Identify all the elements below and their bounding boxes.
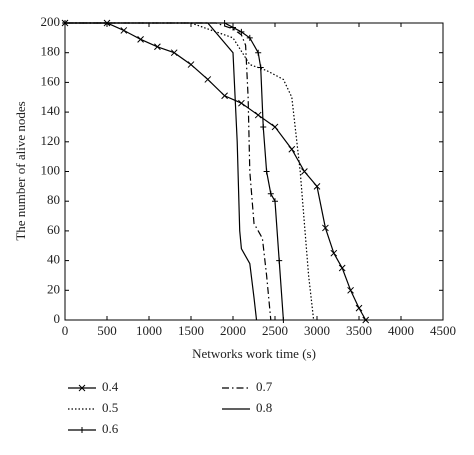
legend-marker — [79, 427, 85, 433]
marker — [238, 28, 245, 35]
marker — [362, 316, 370, 324]
legend-label: 0.6 — [102, 421, 119, 436]
marker — [276, 257, 283, 264]
y-tick-label: 20 — [47, 281, 60, 296]
y-tick-label: 140 — [41, 103, 61, 118]
x-tick-label: 1000 — [136, 323, 162, 338]
marker — [254, 111, 262, 119]
line — [65, 22, 284, 321]
marker — [257, 64, 264, 71]
legend-label: 0.8 — [256, 400, 272, 415]
marker — [221, 92, 228, 100]
marker — [137, 35, 144, 43]
y-axis-label: The number of alive nodes — [13, 101, 28, 240]
marker — [187, 61, 195, 68]
marker — [330, 249, 338, 257]
marker — [313, 182, 321, 190]
marker — [322, 224, 329, 232]
marker — [263, 168, 270, 175]
marker — [288, 145, 296, 153]
marker — [267, 190, 274, 197]
marker — [347, 286, 354, 294]
marker — [338, 264, 346, 272]
marker — [301, 168, 308, 175]
marker — [204, 76, 212, 83]
marker — [221, 20, 228, 26]
marker — [170, 49, 178, 57]
legend-label: 0.7 — [256, 379, 273, 394]
line — [65, 22, 315, 321]
x-tick-label: 2500 — [262, 323, 288, 338]
marker — [120, 27, 128, 34]
y-tick-label: 60 — [47, 222, 60, 237]
y-tick-label: 120 — [41, 133, 61, 148]
marker — [271, 123, 279, 131]
legend-label: 0.5 — [102, 400, 118, 415]
plot-frame — [64, 22, 444, 321]
y-tick-label: 80 — [47, 192, 60, 207]
legend-marker — [78, 384, 86, 392]
marker — [238, 99, 245, 107]
y-tick-label: 0 — [54, 311, 61, 326]
x-tick-label: 500 — [97, 323, 117, 338]
x-tick-label: 4500 — [430, 323, 456, 338]
x-tick-label: 1500 — [178, 323, 204, 338]
marker — [154, 43, 161, 51]
marker — [246, 34, 253, 41]
line — [65, 22, 367, 321]
x-tick-label: 0 — [62, 323, 69, 338]
x-axis-label: Networks work time (s) — [192, 346, 316, 361]
x-tick-label: 2000 — [220, 323, 246, 338]
marker — [260, 123, 267, 130]
marker — [230, 24, 236, 31]
x-tick-label: 3000 — [304, 323, 330, 338]
y-tick-label: 160 — [41, 73, 61, 88]
y-tick-label: 200 — [41, 14, 61, 29]
y-tick-label: 100 — [41, 162, 61, 177]
y-tick-label: 180 — [41, 44, 61, 59]
line — [65, 22, 272, 321]
marker — [272, 198, 278, 205]
marker — [280, 317, 287, 323]
marker — [355, 304, 363, 312]
x-tick-label: 3500 — [346, 323, 372, 338]
x-tick-label: 4000 — [388, 323, 414, 338]
marker — [255, 49, 262, 56]
y-tick-label: 40 — [47, 252, 60, 267]
line — [65, 22, 258, 321]
legend-label: 0.4 — [102, 379, 119, 394]
